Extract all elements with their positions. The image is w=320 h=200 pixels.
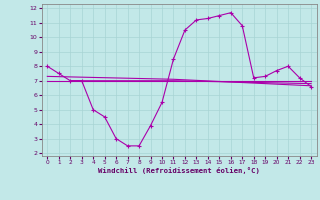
X-axis label: Windchill (Refroidissement éolien,°C): Windchill (Refroidissement éolien,°C) — [98, 167, 260, 174]
